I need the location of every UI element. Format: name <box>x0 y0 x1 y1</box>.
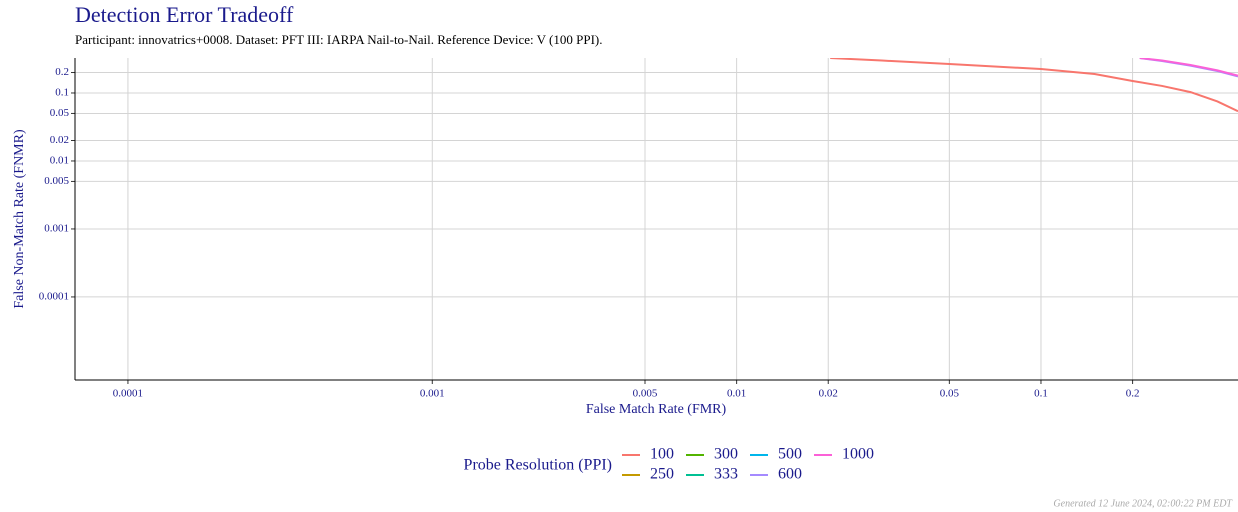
y-tick-label: 0.005 <box>44 175 69 187</box>
series-line <box>1139 58 1238 77</box>
chart-title: Detection Error Tradeoff <box>75 2 294 27</box>
y-axis-label: False Non-Match Rate (FNMR) <box>12 129 27 309</box>
x-tick-label: 0.1 <box>1034 388 1048 400</box>
legend-label: 600 <box>778 466 802 483</box>
x-tick-label: 0.02 <box>819 388 838 400</box>
chart-subtitle: Participant: innovatrics+0008. Dataset: … <box>75 32 602 47</box>
legend-label: 100 <box>650 446 674 463</box>
legend-label: 1000 <box>842 446 874 463</box>
legend-title: Probe Resolution (PPI) <box>464 457 612 474</box>
legend-label: 333 <box>714 466 738 483</box>
y-tick-label: 0.001 <box>44 222 69 234</box>
legend-label: 250 <box>650 466 674 483</box>
grid <box>75 58 1238 380</box>
series-line <box>1139 58 1238 78</box>
x-tick-label: 0.01 <box>727 388 746 400</box>
y-tick-label: 0.05 <box>50 107 70 119</box>
y-tick-label: 0.0001 <box>39 290 69 302</box>
x-tick-label: 0.05 <box>940 388 960 400</box>
x-axis-label: False Match Rate (FMR) <box>586 402 727 417</box>
x-tick-label: 0.0001 <box>113 388 143 400</box>
x-tick-label: 0.005 <box>633 388 658 400</box>
y-tick-label: 0.02 <box>50 134 69 146</box>
series-line <box>830 58 1238 113</box>
legend-label: 300 <box>714 446 738 463</box>
x-tick-label: 0.2 <box>1126 388 1140 400</box>
y-tick-label: 0.01 <box>50 154 69 166</box>
footer: Generated 12 June 2024, 02:00:22 PM EDT <box>1053 498 1233 509</box>
y-tick-label: 0.1 <box>55 87 69 99</box>
x-tick-label: 0.001 <box>420 388 445 400</box>
legend-label: 500 <box>778 446 802 463</box>
y-tick-label: 0.2 <box>55 66 69 78</box>
plot-area <box>830 58 1238 113</box>
